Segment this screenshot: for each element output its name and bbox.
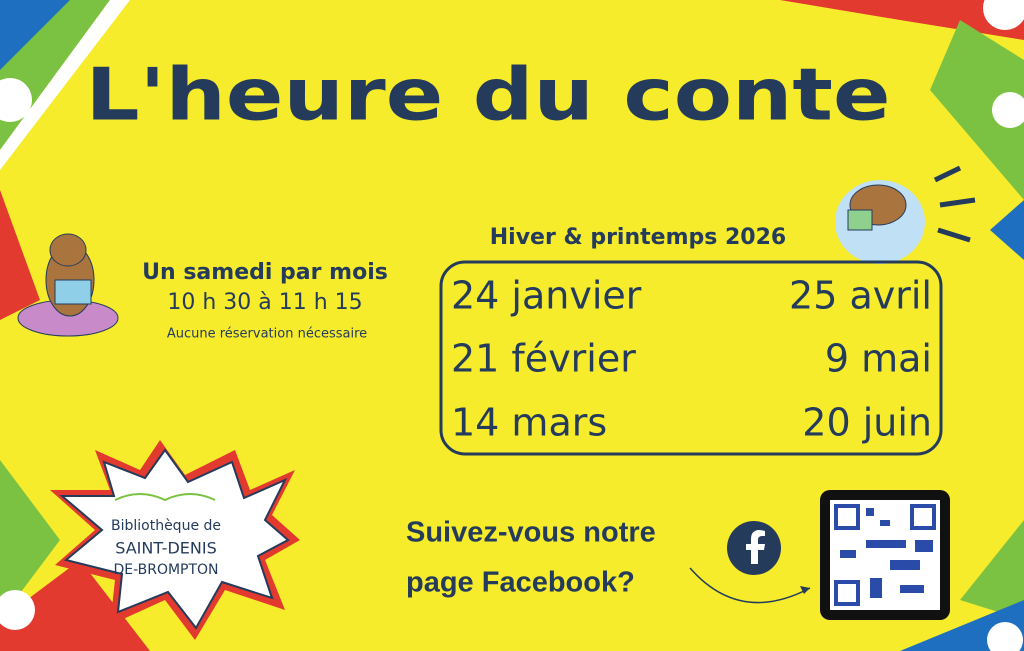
library-line: DE-BROMPTON: [113, 562, 218, 578]
date: 9 mai: [825, 337, 932, 381]
date: 25 avril: [789, 274, 932, 318]
facebook-prompt: Suivez-vous notre: [406, 517, 656, 549]
facebook-icon: [727, 521, 781, 575]
facebook-prompt: page Facebook?: [406, 567, 635, 599]
date: 20 juin: [802, 401, 932, 445]
time: 10 h 30 à 11 h 15: [167, 290, 362, 315]
capybara-pillow: [835, 165, 976, 264]
note: Aucune réservation nécessaire: [167, 327, 367, 342]
arrow-head: [800, 586, 810, 594]
schedule-heading: Hiver & printemps 2026: [490, 225, 786, 250]
capybara-reading: [17, 233, 119, 337]
date: 14 mars: [451, 401, 607, 445]
arrow: [689, 567, 811, 604]
library-badge: [50, 440, 300, 640]
title: L'heure du conte: [86, 53, 891, 137]
frequency: Un samedi par mois: [142, 260, 388, 285]
dates-box: [439, 260, 943, 456]
library-line: Bibliothèque de: [111, 518, 221, 534]
date: 21 février: [451, 337, 636, 381]
date: 24 janvier: [451, 274, 642, 318]
qr-code: [820, 490, 950, 620]
library-line: SAINT-DENIS: [115, 539, 216, 558]
